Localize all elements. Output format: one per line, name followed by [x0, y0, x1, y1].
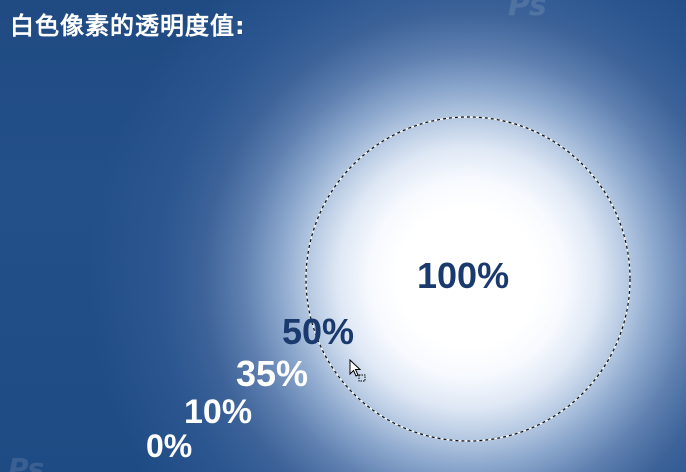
opacity-label-10: 10% — [184, 393, 253, 431]
cursor-icon — [349, 359, 366, 382]
opacity-label-35: 35% — [236, 353, 309, 394]
opacity-label-0: 0% — [146, 428, 193, 464]
page-title: 白色像素的透明度值: — [10, 12, 246, 40]
watermark-bottom: Ps — [8, 452, 45, 472]
opacity-label-50: 50% — [282, 311, 355, 352]
watermark-top: Ps — [508, 0, 547, 23]
opacity-label-100: 100% — [417, 255, 510, 296]
